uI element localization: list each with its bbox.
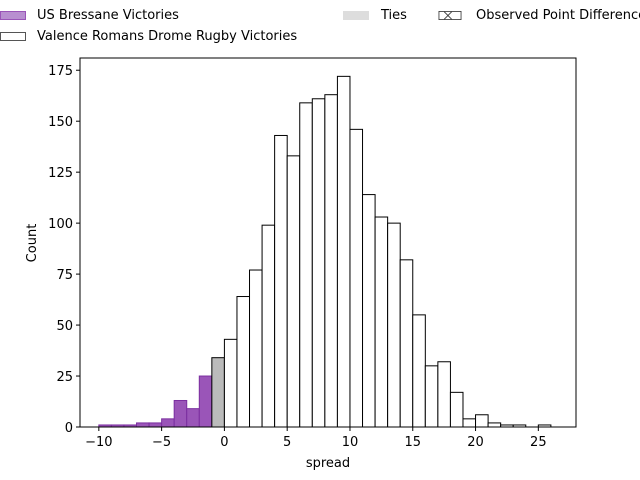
bar-us-bressane-victories-8 bbox=[198, 375, 213, 428]
bar-valence-romans-drome-rugby-victories-19 bbox=[462, 418, 477, 428]
bar-valence-romans-drome-rugby-victories-8 bbox=[324, 94, 338, 428]
legend-label-ties: Ties bbox=[381, 8, 407, 23]
bar-valence-romans-drome-rugby-victories-4 bbox=[274, 134, 288, 428]
legend-label-valence: Valence Romans Drome Rugby Victories bbox=[37, 29, 298, 44]
x-tick-label-5: 15 bbox=[404, 435, 421, 450]
x-tick-label-7: 25 bbox=[530, 435, 547, 450]
x-tick-label-0: −10 bbox=[85, 435, 112, 450]
x-tick-label-2: 0 bbox=[220, 435, 228, 450]
legend-label-observed: Observed Point Difference bbox=[476, 8, 640, 23]
x-tick-label-3: 5 bbox=[283, 435, 291, 450]
bar-us-bressane-victories-4 bbox=[148, 422, 163, 428]
bar-valence-romans-drome-rugby-victories-12 bbox=[374, 216, 389, 428]
y-tick-label-5: 125 bbox=[48, 166, 73, 181]
y-axis-label: Count bbox=[25, 224, 40, 263]
bar-valence-romans-drome-rugby-victories-1 bbox=[236, 296, 251, 428]
bar-valence-romans-drome-rugby-victories-5 bbox=[286, 155, 301, 428]
bar-valence-romans-drome-rugby-victories-21 bbox=[487, 422, 502, 428]
bar-valence-romans-drome-rugby-victories-9 bbox=[336, 75, 351, 428]
bars-group bbox=[98, 75, 552, 428]
x-tick-label-6: 20 bbox=[467, 435, 484, 450]
legend-swatch-valence bbox=[0, 32, 26, 41]
y-tick-label-3: 75 bbox=[56, 268, 73, 283]
bar-valence-romans-drome-rugby-victories-14 bbox=[399, 259, 414, 428]
axes-group: −10 −5 0 5 10 15 20 25 0 25 50 75 100 125 150 175 bbox=[48, 64, 546, 450]
bar-valence-romans-drome-rugby-victories-20 bbox=[475, 414, 489, 428]
bar-valence-romans-drome-rugby-victories-2 bbox=[249, 269, 263, 428]
y-tick-label-4: 100 bbox=[48, 217, 73, 232]
y-tick-label-7: 175 bbox=[48, 64, 73, 79]
plot-frame bbox=[79, 57, 577, 428]
bar-valence-romans-drome-rugby-victories-11 bbox=[362, 194, 376, 428]
x-tick-label-1: −5 bbox=[152, 435, 171, 450]
bar-valence-romans-drome-rugby-victories-17 bbox=[437, 361, 451, 428]
bar-valence-romans-drome-rugby-victories-6 bbox=[299, 102, 313, 428]
bar-ties-0 bbox=[211, 357, 225, 428]
legend-swatch-ties bbox=[343, 11, 369, 20]
bar-valence-romans-drome-rugby-victories-16 bbox=[424, 365, 439, 428]
bar-us-bressane-victories-3 bbox=[136, 422, 150, 428]
x-tick-label-4: 10 bbox=[342, 435, 359, 450]
x-axis-label: spread bbox=[306, 456, 350, 471]
legend-swatch-observed bbox=[438, 11, 462, 20]
legend-swatch-bressane bbox=[0, 11, 26, 20]
legend-label-bressane: US Bressane Victories bbox=[37, 8, 179, 23]
bar-us-bressane-victories-6 bbox=[173, 399, 188, 428]
y-tick-label-1: 25 bbox=[56, 370, 73, 385]
bar-valence-romans-drome-rugby-victories-18 bbox=[449, 391, 464, 428]
bar-valence-romans-drome-rugby-victories-3 bbox=[261, 224, 276, 428]
y-tick-label-2: 50 bbox=[56, 319, 73, 334]
y-tick-label-6: 150 bbox=[48, 115, 73, 130]
bar-valence-romans-drome-rugby-victories-15 bbox=[412, 314, 426, 428]
bar-valence-romans-drome-rugby-victories-7 bbox=[311, 98, 326, 428]
bar-valence-romans-drome-rugby-victories-10 bbox=[349, 128, 364, 428]
bar-us-bressane-victories-5 bbox=[161, 418, 175, 428]
bar-valence-romans-drome-rugby-victories-0 bbox=[223, 338, 238, 428]
y-tick-label-0: 0 bbox=[65, 421, 73, 436]
bar-valence-romans-drome-rugby-victories-13 bbox=[387, 222, 401, 428]
bar-us-bressane-victories-7 bbox=[186, 408, 200, 428]
